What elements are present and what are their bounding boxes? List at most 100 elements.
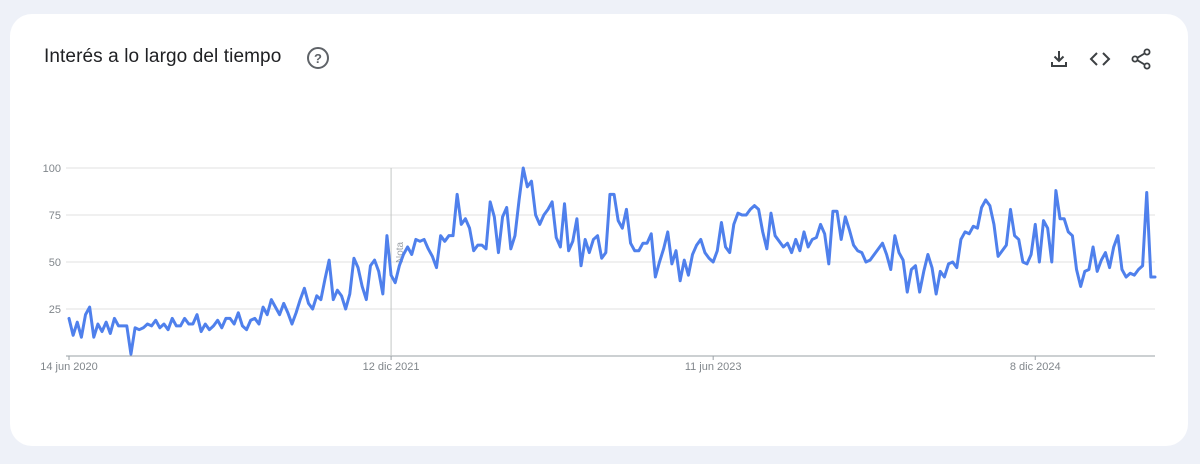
data-point[interactable] [843,215,847,219]
data-point[interactable] [1070,234,1074,238]
data-point[interactable] [100,330,104,334]
data-point[interactable] [695,243,699,247]
data-point[interactable] [600,256,604,260]
data-point[interactable] [798,249,802,253]
data-point[interactable] [942,275,946,279]
data-point[interactable] [323,277,327,281]
data-point[interactable] [1112,245,1116,249]
data-point[interactable] [480,243,484,247]
data-point[interactable] [1083,269,1087,273]
data-point[interactable] [505,205,509,209]
data-point[interactable] [414,237,418,241]
data-point[interactable] [232,322,236,326]
data-point[interactable] [674,249,678,253]
data-point[interactable] [666,230,670,234]
data-point[interactable] [67,316,71,320]
data-point[interactable] [278,313,282,317]
data-point[interactable] [629,241,633,245]
data-point[interactable] [773,234,777,238]
data-point[interactable] [608,192,612,196]
data-point[interactable] [1042,219,1046,223]
data-point[interactable] [137,328,141,332]
data-point[interactable] [187,322,191,326]
data-point[interactable] [195,313,199,317]
data-point[interactable] [513,234,517,238]
data-point[interactable] [893,234,897,238]
data-point[interactable] [724,245,728,249]
data-point[interactable] [922,269,926,273]
data-point[interactable] [228,316,232,320]
data-point[interactable] [88,305,92,309]
data-point[interactable] [216,318,220,322]
data-point[interactable] [389,273,393,277]
data-point[interactable] [554,236,558,240]
data-point[interactable] [1029,252,1033,256]
data-point[interactable] [563,202,567,206]
data-point[interactable] [84,313,88,317]
data-point[interactable] [397,264,401,268]
data-point[interactable] [823,232,827,236]
data-point[interactable] [616,219,620,223]
data-point[interactable] [492,215,496,219]
data-point[interactable] [785,241,789,245]
data-point[interactable] [806,245,810,249]
data-point[interactable] [381,292,385,296]
data-point[interactable] [335,288,339,292]
data-point[interactable] [447,234,451,238]
data-point[interactable] [732,222,736,226]
data-point[interactable] [765,247,769,251]
data-point[interactable] [121,324,125,328]
data-point[interactable] [777,239,781,243]
data-point[interactable] [880,241,884,245]
data-point[interactable] [918,290,922,294]
data-point[interactable] [236,311,240,315]
data-point[interactable] [538,222,542,226]
data-point[interactable] [575,217,579,221]
data-point[interactable] [360,284,364,288]
data-point[interactable] [108,331,112,335]
data-point[interactable] [521,166,525,170]
data-point[interactable] [558,245,562,249]
data-point[interactable] [996,254,1000,258]
data-point[interactable] [1153,275,1157,279]
data-point[interactable] [468,226,472,230]
data-point[interactable] [282,301,286,305]
data-point[interactable] [117,324,121,328]
data-point[interactable] [1099,258,1103,262]
data-point[interactable] [707,256,711,260]
data-point[interactable] [459,222,463,226]
data-point[interactable] [501,215,505,219]
data-point[interactable] [604,251,608,255]
data-point[interactable] [418,239,422,243]
data-point[interactable] [203,322,207,326]
data-point[interactable] [926,252,930,256]
data-point[interactable] [802,230,806,234]
data-point[interactable] [583,237,587,241]
data-point[interactable] [885,252,889,256]
data-point[interactable] [79,335,83,339]
data-point[interactable] [1066,230,1070,234]
data-point[interactable] [839,237,843,241]
data-point[interactable] [426,247,430,251]
data-point[interactable] [951,260,955,264]
share-icon[interactable] [1129,47,1153,71]
data-point[interactable] [691,252,695,256]
data-point[interactable] [1079,284,1083,288]
data-point[interactable] [860,251,864,255]
data-point[interactable] [166,328,170,332]
data-point[interactable] [980,205,984,209]
data-point[interactable] [472,249,476,253]
data-point[interactable] [377,269,381,273]
data-point[interactable] [145,322,149,326]
data-point[interactable] [819,222,823,226]
data-point[interactable] [269,298,273,302]
data-point[interactable] [653,275,657,279]
data-point[interactable] [794,237,798,241]
data-point[interactable] [909,268,913,272]
data-point[interactable] [484,247,488,251]
data-point[interactable] [790,251,794,255]
data-point[interactable] [620,226,624,230]
data-point[interactable] [430,254,434,258]
data-point[interactable] [624,207,628,211]
data-point[interactable] [96,322,100,326]
